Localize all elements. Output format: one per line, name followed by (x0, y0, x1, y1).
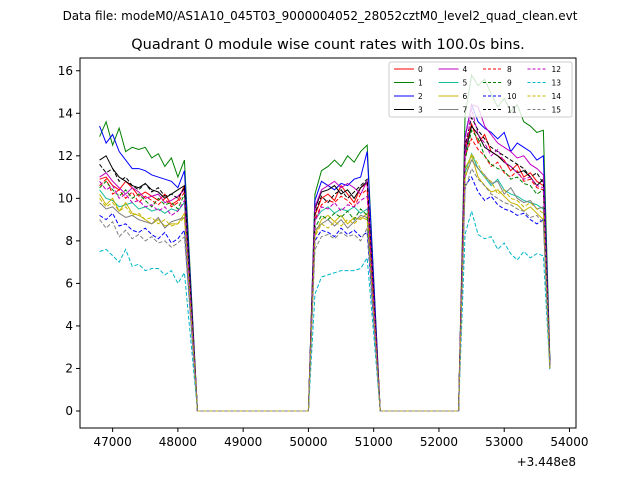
legend-label-9: 9 (507, 79, 512, 88)
series-line-3 (99, 124, 551, 412)
x-tick-label: 47000 (94, 435, 132, 449)
y-tick-label: 0 (65, 404, 73, 418)
y-tick-label: 12 (58, 149, 73, 163)
x-tick-label: 51000 (355, 435, 393, 449)
y-tick-label: 8 (65, 234, 73, 248)
series-line-11 (99, 116, 551, 412)
series-line-13 (99, 209, 551, 412)
series-line-5 (99, 152, 551, 412)
series-line-12 (99, 108, 551, 412)
suptitle: Data file: modeM0/AS1A10_045T03_90000040… (63, 9, 578, 23)
series-line-9 (99, 129, 551, 412)
legend-label-1: 1 (418, 79, 423, 88)
series-line-15 (99, 167, 551, 412)
x-tick-label: 49000 (224, 435, 262, 449)
legend-label-2: 2 (418, 92, 423, 101)
y-tick-label: 4 (65, 319, 73, 333)
x-axis: 47000 48000 49000 50000 51000 52000 53000 54000 (94, 428, 589, 449)
legend-label-10: 10 (507, 92, 517, 101)
legend-label-13: 13 (552, 79, 562, 88)
legend-label-15: 15 (552, 106, 562, 115)
x-tick-label: 54000 (550, 435, 588, 449)
y-axis: 0 2 4 6 8 10 12 14 16 (58, 64, 80, 418)
series-line-7 (99, 159, 551, 412)
y-tick-label: 2 (65, 361, 73, 375)
x-offset-label: +3.448e8 (517, 455, 576, 469)
axes-frame (79, 57, 577, 429)
legend-label-14: 14 (552, 92, 562, 101)
y-tick-label: 16 (58, 64, 73, 78)
plot-area (99, 73, 551, 412)
series-line-14 (99, 152, 551, 412)
legend-label-7: 7 (463, 106, 468, 115)
series-line-2 (99, 103, 551, 412)
x-tick-label: 48000 (159, 435, 197, 449)
legend-label-4: 4 (463, 65, 468, 74)
y-tick-label: 14 (58, 106, 73, 120)
series-line-8 (99, 137, 551, 412)
legend-label-5: 5 (463, 79, 468, 88)
x-tick-label: 50000 (289, 435, 327, 449)
chart-title: Quadrant 0 module wise count rates with … (131, 37, 525, 53)
x-tick-label: 53000 (485, 435, 523, 449)
x-tick-label: 52000 (420, 435, 458, 449)
legend-label-11: 11 (507, 106, 517, 115)
legend-label-8: 8 (507, 65, 512, 74)
y-tick-label: 10 (58, 191, 73, 205)
legend-label-6: 6 (463, 92, 468, 101)
y-tick-label: 6 (65, 276, 73, 290)
legend-label-12: 12 (552, 65, 562, 74)
series-line-10 (99, 176, 551, 412)
legend-label-3: 3 (418, 106, 423, 115)
series-line-0 (99, 122, 551, 412)
legend-label-0: 0 (418, 65, 423, 74)
legend-box (388, 61, 573, 118)
series-line-6 (99, 154, 551, 412)
